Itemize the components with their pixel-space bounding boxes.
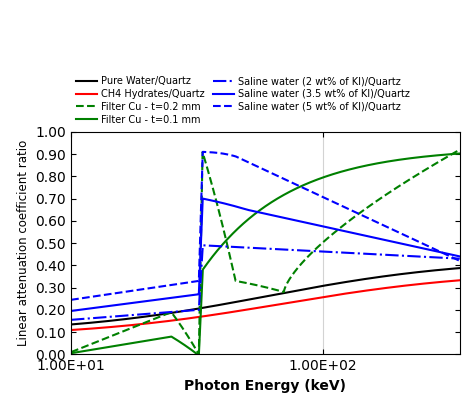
Legend: Pure Water/Quartz, CH4 Hydrates/Quartz, Filter Cu - t=0.2 mm, Filter Cu - t=0.1 : Pure Water/Quartz, CH4 Hydrates/Quartz, … bbox=[76, 76, 410, 125]
Y-axis label: Linear attenuation coefficient ratio: Linear attenuation coefficient ratio bbox=[17, 140, 30, 346]
X-axis label: Photon Energy (keV): Photon Energy (keV) bbox=[184, 379, 346, 393]
